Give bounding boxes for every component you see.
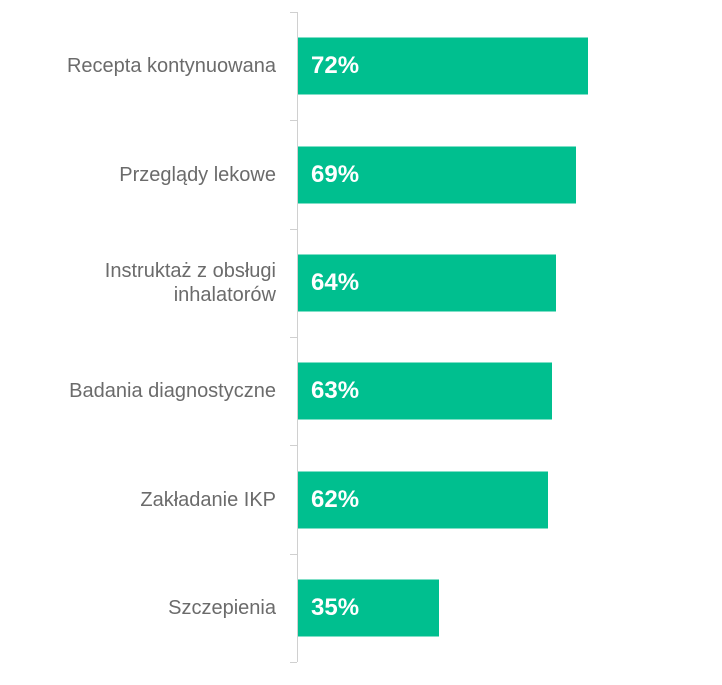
value-label: 64% [311,268,360,296]
value-label: 72% [311,52,360,80]
bar [298,362,552,420]
axis-tick [290,337,297,338]
axis-tick [290,662,297,663]
bar [298,471,548,528]
axis-line [297,12,298,662]
bar [298,146,577,203]
category-label: Recepta kontynuowana [66,55,276,78]
value-label: 62% [311,485,360,513]
axis-tick [290,445,297,447]
value-label: 35% [311,593,360,621]
value-label: 69% [311,160,360,188]
category-label: Przeglądy lekowe [119,163,276,186]
value-label: 63% [311,377,360,405]
bar [298,254,556,312]
category-label: Zakładanie IKP [140,488,276,511]
axis-tick [290,553,297,555]
bar [298,579,440,637]
axis-tick [290,228,297,230]
axis-tick [290,12,297,13]
category-label: Badania diagnostyczne [69,380,276,403]
axis-tick [290,120,297,122]
category-label: Szczepienia [168,596,276,619]
bar [298,37,589,95]
category-label: Instruktaż z obsługi inhalatorów [104,259,276,306]
